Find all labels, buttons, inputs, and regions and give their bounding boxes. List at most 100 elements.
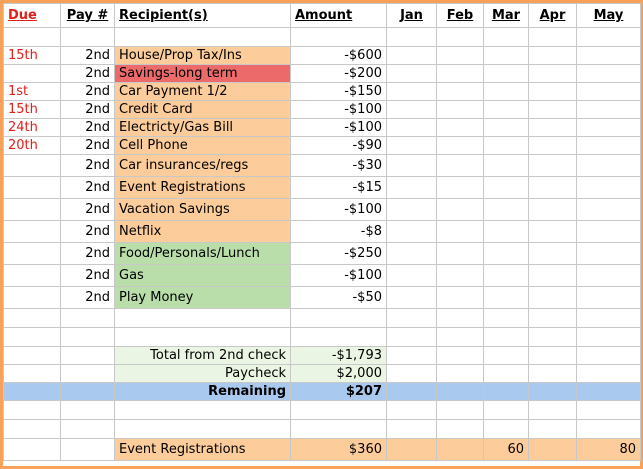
cell[interactable] bbox=[483, 118, 529, 137]
cell[interactable] bbox=[290, 308, 387, 328]
cell[interactable] bbox=[528, 308, 577, 328]
cell[interactable] bbox=[483, 154, 529, 177]
cell[interactable] bbox=[436, 364, 484, 383]
cell[interactable] bbox=[3, 327, 61, 347]
recipient-cell[interactable]: Car Payment 1/2 bbox=[114, 82, 291, 101]
cell[interactable] bbox=[436, 382, 484, 401]
recipient-cell[interactable]: Electricty/Gas Bill bbox=[114, 118, 291, 137]
due-cell[interactable] bbox=[3, 286, 61, 309]
cell[interactable] bbox=[436, 400, 484, 420]
cell[interactable] bbox=[60, 327, 115, 347]
cell[interactable] bbox=[3, 308, 61, 328]
cell[interactable] bbox=[576, 220, 641, 243]
cell[interactable] bbox=[576, 419, 641, 439]
cell[interactable] bbox=[528, 154, 577, 177]
cell[interactable] bbox=[386, 136, 437, 155]
cell[interactable] bbox=[483, 27, 529, 47]
amount-cell[interactable]: -$600 bbox=[290, 46, 387, 65]
pay-cell[interactable]: 2nd bbox=[60, 118, 115, 137]
cell[interactable] bbox=[436, 46, 484, 65]
cell[interactable] bbox=[3, 400, 61, 420]
amount-cell[interactable]: -$15 bbox=[290, 176, 387, 199]
cell[interactable] bbox=[436, 64, 484, 83]
cell[interactable] bbox=[60, 419, 115, 439]
cell[interactable] bbox=[436, 264, 484, 287]
cell[interactable] bbox=[576, 64, 641, 83]
amount-cell[interactable]: -$100 bbox=[290, 198, 387, 221]
cell[interactable] bbox=[528, 64, 577, 83]
cell[interactable] bbox=[528, 364, 577, 383]
amount-cell[interactable]: -$100 bbox=[290, 118, 387, 137]
recipient-cell[interactable]: Event Registrations bbox=[114, 176, 291, 199]
cell[interactable] bbox=[528, 46, 577, 65]
pay-cell[interactable]: 2nd bbox=[60, 198, 115, 221]
recipient-cell[interactable]: Food/Personals/Lunch bbox=[114, 242, 291, 265]
cell[interactable] bbox=[528, 327, 577, 347]
cell[interactable] bbox=[436, 286, 484, 309]
cell[interactable] bbox=[528, 400, 577, 420]
cell[interactable] bbox=[386, 220, 437, 243]
cell[interactable] bbox=[386, 327, 437, 347]
cell[interactable] bbox=[114, 327, 291, 347]
cell[interactable] bbox=[483, 419, 529, 439]
cell[interactable] bbox=[528, 286, 577, 309]
cell[interactable] bbox=[436, 100, 484, 119]
due-cell[interactable] bbox=[3, 220, 61, 243]
cell[interactable] bbox=[436, 419, 484, 439]
cell[interactable] bbox=[386, 82, 437, 101]
cell[interactable] bbox=[114, 419, 291, 439]
amount-cell[interactable]: -$30 bbox=[290, 154, 387, 177]
cell[interactable] bbox=[576, 364, 641, 383]
cell[interactable] bbox=[483, 346, 529, 365]
cell[interactable] bbox=[3, 364, 61, 383]
pay-cell[interactable]: 2nd bbox=[60, 82, 115, 101]
cell[interactable] bbox=[3, 346, 61, 365]
cell[interactable] bbox=[576, 118, 641, 137]
cell[interactable] bbox=[60, 346, 115, 365]
cell[interactable] bbox=[60, 27, 115, 47]
cell[interactable] bbox=[60, 308, 115, 328]
cell[interactable] bbox=[576, 198, 641, 221]
cell[interactable] bbox=[483, 198, 529, 221]
cell[interactable] bbox=[483, 382, 529, 401]
recipient-cell[interactable]: House/Prop Tax/Ins bbox=[114, 46, 291, 65]
header-jan[interactable]: Jan bbox=[386, 3, 437, 28]
event-apr[interactable] bbox=[528, 438, 577, 461]
cell[interactable] bbox=[3, 438, 61, 461]
pay-cell[interactable]: 2nd bbox=[60, 136, 115, 155]
due-cell[interactable] bbox=[3, 176, 61, 199]
cell[interactable] bbox=[576, 136, 641, 155]
cell[interactable] bbox=[386, 100, 437, 119]
event-amount[interactable]: $360 bbox=[290, 438, 387, 461]
cell[interactable] bbox=[483, 327, 529, 347]
amount-cell[interactable]: -$100 bbox=[290, 100, 387, 119]
header-amount[interactable]: Amount bbox=[290, 3, 387, 28]
recipient-cell[interactable]: Savings-long term bbox=[114, 64, 291, 83]
cell[interactable] bbox=[483, 286, 529, 309]
cell[interactable] bbox=[386, 154, 437, 177]
cell[interactable] bbox=[483, 82, 529, 101]
cell[interactable] bbox=[576, 382, 641, 401]
pay-cell[interactable]: 2nd bbox=[60, 220, 115, 243]
due-cell[interactable]: 24th bbox=[3, 118, 61, 137]
cell[interactable] bbox=[483, 100, 529, 119]
header-due[interactable]: Due bbox=[3, 3, 61, 28]
pay-cell[interactable]: 2nd bbox=[60, 154, 115, 177]
amount-cell[interactable]: -$50 bbox=[290, 286, 387, 309]
cell[interactable] bbox=[576, 327, 641, 347]
cell[interactable] bbox=[483, 308, 529, 328]
due-cell[interactable]: 15th bbox=[3, 46, 61, 65]
cell[interactable] bbox=[576, 154, 641, 177]
cell[interactable] bbox=[528, 419, 577, 439]
cell[interactable] bbox=[483, 242, 529, 265]
cell[interactable] bbox=[386, 346, 437, 365]
cell[interactable] bbox=[576, 82, 641, 101]
paycheck-label[interactable]: Paycheck bbox=[114, 364, 291, 383]
amount-cell[interactable]: -$200 bbox=[290, 64, 387, 83]
cell[interactable] bbox=[483, 264, 529, 287]
cell[interactable] bbox=[436, 308, 484, 328]
header-pay[interactable]: Pay # bbox=[60, 3, 115, 28]
cell[interactable] bbox=[386, 46, 437, 65]
cell[interactable] bbox=[386, 419, 437, 439]
cell[interactable] bbox=[576, 176, 641, 199]
